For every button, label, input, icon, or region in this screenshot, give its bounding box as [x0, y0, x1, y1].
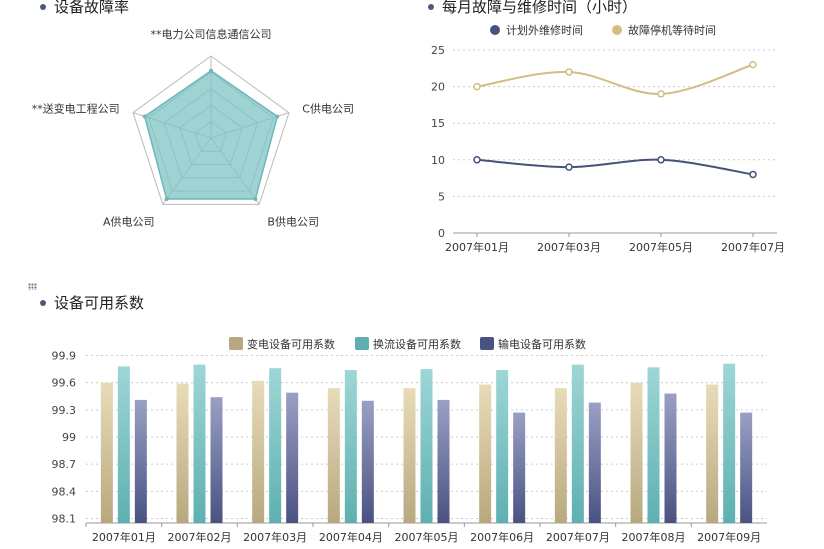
bar-y-tick-label: 99.9: [52, 350, 77, 363]
bar-rect: [403, 388, 416, 523]
bar-x-tick-label: 2007年04月: [319, 530, 383, 544]
bar-rect: [252, 380, 265, 523]
radar-point: [253, 197, 258, 202]
bar-rect: [437, 399, 450, 523]
bar-legend-marker: [229, 337, 243, 350]
radar-point: [275, 114, 280, 119]
bar-y-tick-label: 99.6: [52, 377, 77, 390]
bar-rect: [630, 382, 643, 523]
availability-title: 设备可用系数: [40, 292, 144, 313]
bar-x-tick-label: 2007年07月: [546, 530, 610, 544]
bar-rect: [588, 402, 601, 523]
bar-x-tick-label: 2007年05月: [395, 530, 459, 544]
radar-point: [142, 114, 147, 119]
line-x-tick-label: 2007年01月: [445, 240, 509, 254]
line-series-path: [476, 63, 754, 95]
bar-rect: [117, 366, 130, 523]
bar-y-tick-label: 98.4: [52, 485, 77, 498]
radar-indicator-label: **送变电工程公司: [32, 101, 120, 115]
title-bullet-icon: [40, 299, 46, 306]
bar-x-tick-label: 2007年02月: [168, 530, 232, 544]
bar-legend-label: 变电设备可用系数: [247, 337, 335, 351]
bar-rect: [664, 393, 677, 523]
title-bullet-icon: [428, 3, 434, 10]
line-y-tick-label: 15: [431, 117, 445, 130]
line-x-tick-label: 2007年07月: [721, 240, 785, 254]
line-series-path: [476, 158, 754, 176]
line-series-point: [473, 82, 481, 91]
availability-title-text: 设备可用系数: [54, 294, 145, 312]
line-legend-label: 计划外维修时间: [506, 23, 583, 37]
radar-point: [209, 68, 213, 73]
bar-y-tick-label: 99: [62, 431, 76, 444]
line-y-tick-label: 25: [431, 44, 445, 57]
radar-indicator-label: **电力公司信息通信公司: [151, 27, 272, 41]
bar-legend-label: 输电设备可用系数: [498, 337, 586, 351]
bar-rect: [176, 383, 189, 523]
monthly-title-text: 每月故障与维修时间（小时）: [442, 0, 638, 16]
line-chart: 0 5 10 15 20 25 2007年01月 2007年03月 2007年05月 2007年0…: [431, 23, 785, 254]
line-series-point: [657, 156, 665, 164]
bar-x-tick-label: 2007年01月: [92, 530, 156, 544]
bar-legend-label: 换流设备可用系数: [373, 337, 461, 351]
bar-rect: [706, 384, 719, 523]
line-y-tick-label: 20: [431, 81, 445, 94]
bar-y-tick-label: 98.1: [52, 512, 77, 525]
bar-rect: [286, 392, 299, 523]
bar-rect: [269, 368, 282, 523]
bar-legend-marker: [480, 337, 494, 350]
line-x-tick-label: 2007年05月: [629, 240, 693, 254]
bar-rect: [496, 370, 509, 523]
line-series-point: [565, 163, 573, 171]
bar-rect: [723, 363, 736, 523]
radar-indicator-label: C供电公司: [302, 101, 354, 115]
line-series-point: [749, 170, 757, 179]
line-legend-label: 故障停机等待时间: [628, 23, 716, 37]
bar-rect: [193, 364, 206, 523]
radar-indicator-label: A供电公司: [103, 215, 155, 229]
bar-x-tick-label: 2007年08月: [622, 530, 686, 544]
bar-rect: [571, 364, 584, 523]
line-x-tick-label: 2007年03月: [537, 240, 601, 254]
line-series-point: [657, 90, 665, 98]
monthly-title: 每月故障与维修时间（小时）: [428, 0, 637, 17]
line-y-tick-label: 5: [438, 190, 445, 203]
radar-chart: **电力公司信息通信公司 C供电公司 B供电公司 A供电公司 **送变电工程公司: [32, 27, 354, 229]
line-series-point: [473, 156, 481, 164]
radar-point: [164, 197, 169, 202]
line-y-tick-label: 10: [431, 154, 445, 167]
line-y-tick-label: 0: [438, 227, 445, 240]
bar-rect: [479, 384, 492, 523]
bar-rect: [344, 370, 357, 523]
bar-rect: [647, 367, 660, 523]
bar-rect: [100, 382, 113, 523]
radar-indicator-label: B供电公司: [267, 215, 319, 229]
bar-chart: 98.1 98.4 98.7 99 99.3 99.6 99.9 2007年01月 2007年0…: [52, 337, 767, 544]
fault-rate-title-text: 设备故障率: [54, 0, 130, 16]
title-bullet-icon: [40, 3, 46, 10]
line-series-point: [749, 60, 757, 69]
radar-series-area: [143, 69, 279, 200]
bar-x-tick-label: 2007年03月: [243, 530, 307, 544]
bar-rect: [420, 369, 433, 523]
bar-x-tick-label: 2007年09月: [697, 530, 761, 544]
bar-rect: [361, 400, 374, 523]
bar-rect: [134, 399, 147, 523]
bar-rect: [554, 388, 567, 523]
bar-rect: [740, 412, 753, 523]
line-legend-marker: [490, 25, 500, 35]
line-series-point: [565, 68, 573, 76]
bar-x-tick-label: 2007年06月: [470, 530, 534, 544]
bar-rect: [327, 388, 340, 523]
bar-y-tick-label: 99.3: [52, 404, 77, 417]
bar-y-tick-label: 98.7: [52, 458, 77, 471]
bar-legend-marker: [355, 337, 369, 350]
drag-handle-icon[interactable]: [28, 283, 37, 290]
line-legend-marker: [612, 25, 622, 35]
fault-rate-title: 设备故障率: [40, 0, 129, 17]
bar-rect: [210, 397, 223, 523]
bar-rect: [513, 412, 526, 523]
radar-ring: [132, 55, 290, 205]
